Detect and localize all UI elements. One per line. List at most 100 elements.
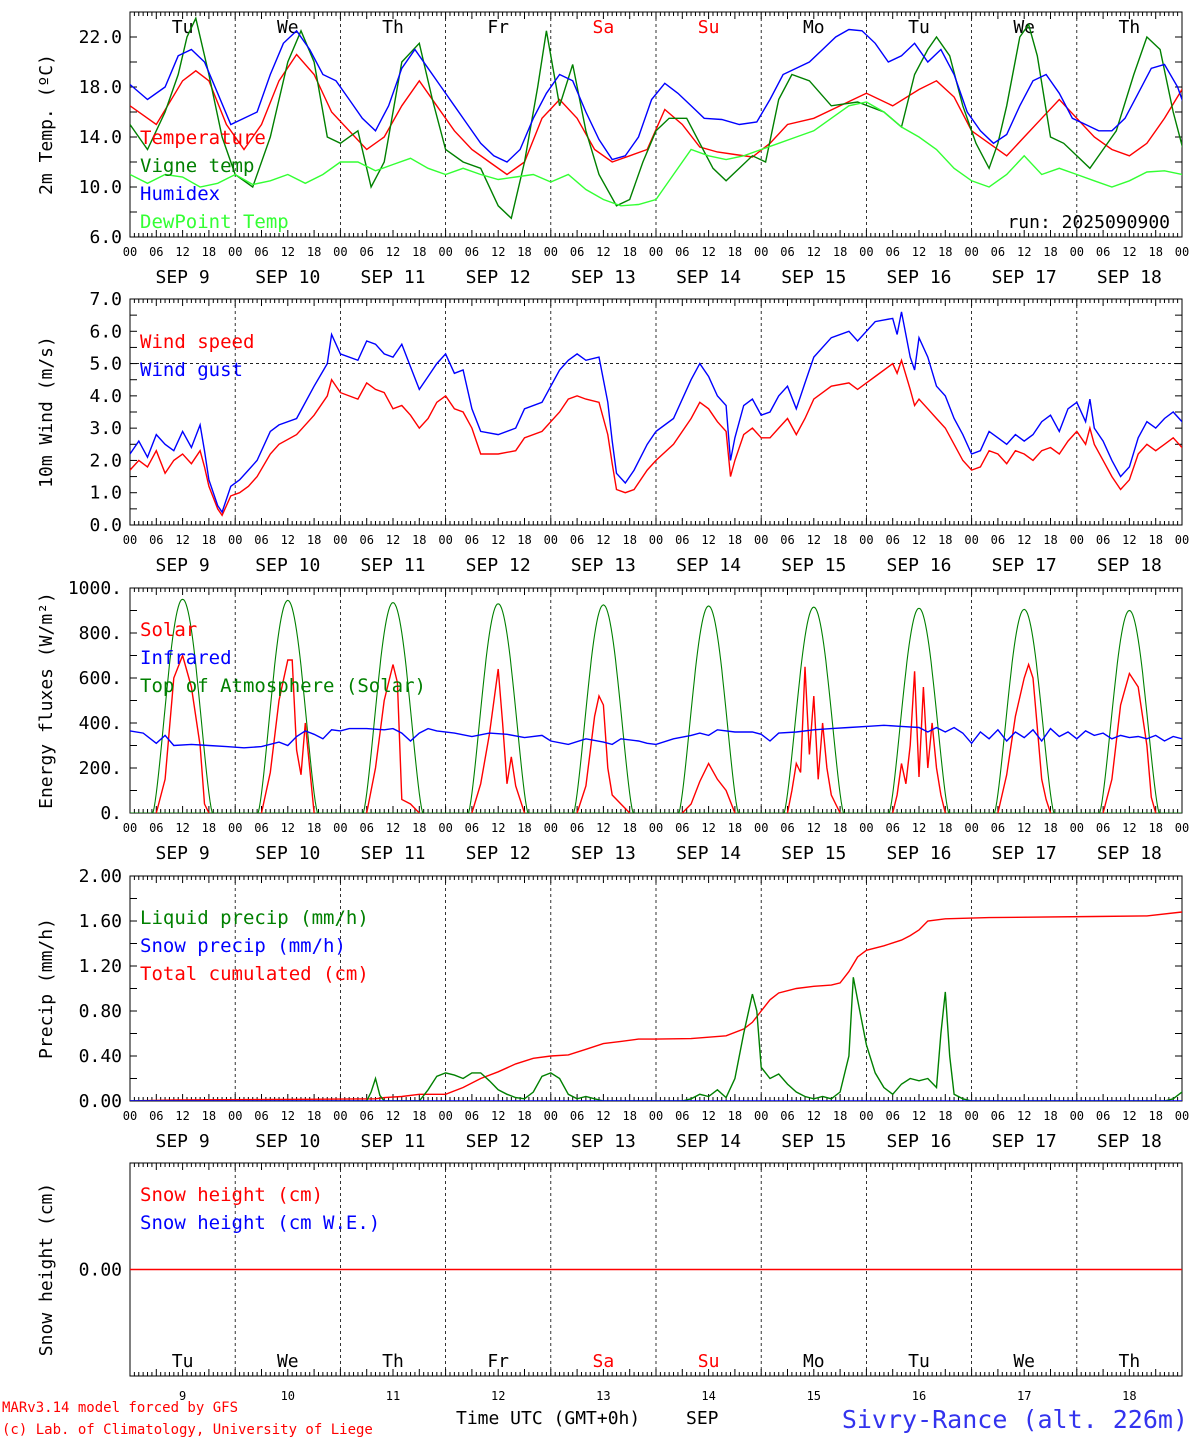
solar-line	[576, 693, 631, 813]
hour-tick-label: 12	[912, 1109, 926, 1123]
model-credit: MARv3.14 model forced by GFS	[2, 1400, 238, 1416]
hour-tick-label: 00	[333, 1109, 347, 1123]
y-tick-label: 1.60	[79, 911, 122, 932]
hour-tick-label: 06	[885, 245, 899, 259]
hour-tick-label: 00	[123, 533, 137, 547]
hour-tick-label: 18	[938, 1109, 952, 1123]
date-label: SEP 15	[781, 555, 846, 576]
hour-tick-label: 18	[833, 1109, 847, 1123]
day-number: 18	[1122, 1389, 1136, 1403]
date-label: SEP 11	[360, 267, 425, 288]
hour-tick-label: 12	[491, 533, 505, 547]
hour-tick-label: 18	[517, 821, 531, 835]
hour-tick-label: 18	[517, 1109, 531, 1123]
weekday-label: Su	[698, 1351, 720, 1372]
hour-tick-label: 00	[754, 533, 768, 547]
date-label: SEP 17	[992, 843, 1057, 864]
date-label: SEP 18	[1097, 267, 1162, 288]
plot-area	[130, 16, 1182, 220]
hour-tick-label: 06	[780, 1109, 794, 1123]
hour-tick-label: 06	[675, 821, 689, 835]
hour-tick-label: 06	[675, 533, 689, 547]
hour-tick-label: 00	[754, 245, 768, 259]
hour-tick-label: 18	[1043, 1109, 1057, 1123]
hour-tick-label: 18	[728, 245, 742, 259]
hour-tick-label: 00	[649, 821, 663, 835]
hour-tick-label: 12	[1017, 533, 1031, 547]
y-tick-label: 3.0	[89, 418, 122, 439]
hour-tick-label: 06	[254, 533, 268, 547]
weekday-label: Th	[382, 1351, 404, 1372]
date-label: SEP 16	[886, 843, 951, 864]
hour-tick-label: 06	[1096, 533, 1110, 547]
infrared-line	[130, 724, 1182, 749]
weekday-label: We	[1013, 17, 1035, 38]
xaxis-month: SEP	[686, 1408, 719, 1429]
hour-tick-label: 18	[307, 533, 321, 547]
date-label: SEP 12	[466, 843, 531, 864]
hour-tick-label: 12	[701, 821, 715, 835]
plot-area	[130, 598, 1182, 813]
date-label: SEP 15	[781, 267, 846, 288]
hour-tick-label: 00	[859, 533, 873, 547]
solar-line	[155, 653, 210, 813]
hour-tick-label: 18	[1148, 821, 1162, 835]
hour-tick-label: 12	[596, 245, 610, 259]
station-name: Sivry-Rance (alt. 226m)	[842, 1405, 1188, 1434]
solar-line	[786, 666, 841, 813]
y-tick-label: 0.0	[89, 515, 122, 536]
legend-entry: Liquid precip (mm/h)	[140, 907, 369, 929]
hour-tick-label: 18	[833, 245, 847, 259]
hour-tick-label: 00	[228, 821, 242, 835]
hour-tick-label: 12	[386, 1109, 400, 1123]
legend-entry: Snow precip (mm/h)	[140, 935, 346, 957]
hour-tick-label: 12	[281, 821, 295, 835]
hour-tick-label: 06	[149, 1109, 163, 1123]
hour-tick-label: 06	[254, 245, 268, 259]
date-label: SEP 17	[992, 1131, 1057, 1152]
hour-tick-label: 12	[1122, 821, 1136, 835]
hour-tick-label: 18	[1043, 533, 1057, 547]
hour-tick-label: 12	[912, 533, 926, 547]
hour-tick-label: 18	[202, 821, 216, 835]
hour-tick-label: 18	[307, 245, 321, 259]
panel-snow: 0.00 Snow height (cm) Tu We Th Fr Sa Su Mo Tu We Th…	[36, 1162, 1183, 1403]
hour-tick-label: 00	[333, 245, 347, 259]
hour-tick-label: 18	[833, 821, 847, 835]
hour-tick-label: 06	[991, 533, 1005, 547]
weekday-label: We	[277, 17, 299, 38]
date-label: SEP 9	[156, 1131, 210, 1152]
hour-tick-label: 12	[281, 245, 295, 259]
y-axis-title: 2m Temp. (ºC)	[36, 54, 57, 195]
hour-tick-label: 06	[570, 821, 584, 835]
panel-energy: 0. 200. 400. 600. 800. 1000. Energy fluxes (W/…	[36, 578, 1189, 864]
weekday-label: Tu	[908, 1351, 930, 1372]
hour-tick-label: 06	[570, 1109, 584, 1123]
hour-tick-label: 00	[544, 821, 558, 835]
run-label: run: 2025090900	[1007, 212, 1170, 233]
y-tick-label: 0.80	[79, 1001, 122, 1022]
hour-tick-label: 18	[202, 245, 216, 259]
date-label: SEP 16	[886, 555, 951, 576]
hour-tick-label: 00	[544, 533, 558, 547]
y-tick-label: 14.0	[79, 127, 122, 148]
hour-tick-label: 18	[622, 533, 636, 547]
series-line	[130, 911, 1182, 1101]
date-label: SEP 16	[886, 1131, 951, 1152]
hour-tick-label: 00	[438, 1109, 452, 1123]
hour-tick-label: 18	[1148, 245, 1162, 259]
solar-line	[260, 659, 315, 813]
hour-tick-label: 18	[412, 1109, 426, 1123]
date-label: SEP 17	[992, 267, 1057, 288]
hour-tick-label: 18	[728, 1109, 742, 1123]
hour-tick-label: 00	[228, 533, 242, 547]
date-label: SEP 9	[156, 843, 210, 864]
series-line	[130, 311, 1182, 514]
date-label: SEP 14	[676, 267, 741, 288]
hour-tick-label: 12	[386, 533, 400, 547]
legend-entry: Top of Atmosphere (Solar)	[140, 675, 426, 697]
date-label: SEP 13	[571, 843, 636, 864]
weekday-label: Sa	[593, 17, 615, 38]
y-tick-label: 800.	[79, 623, 122, 644]
date-label: SEP 10	[255, 1131, 320, 1152]
